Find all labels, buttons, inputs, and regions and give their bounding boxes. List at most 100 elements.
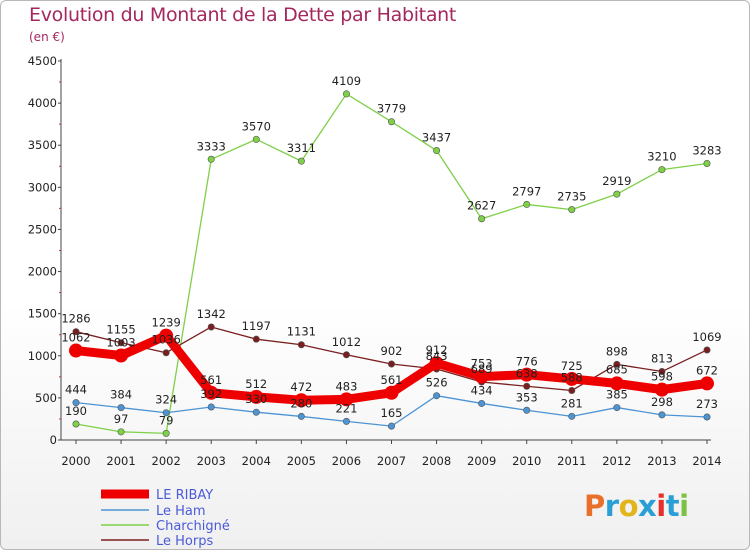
series-point [114,348,129,363]
x-tick-label: 2001 [106,454,135,468]
series-point [523,406,531,414]
series-point [613,360,621,368]
data-label: 280 [290,396,312,410]
x-tick-label: 2008 [422,454,451,468]
series-point [654,382,669,397]
series-point [700,376,714,391]
series-point [703,159,711,167]
series-point [252,135,260,143]
data-label: 165 [381,406,403,420]
series-point [342,351,350,359]
y-tick-label: 1000 [28,349,57,363]
series-point [117,404,125,412]
x-tick-label: 2009 [467,454,496,468]
data-label: 79 [159,413,174,427]
series-point [658,368,666,376]
legend-label: Charchigné [156,519,230,534]
y-tick-label: 4500 [28,54,57,68]
y-tick-label: 2500 [28,222,57,236]
series-point [613,404,621,412]
data-label: 672 [696,363,718,377]
series-point [252,335,260,343]
data-label: 3570 [242,119,271,133]
series-point [72,328,80,336]
data-label: 753 [471,357,493,371]
x-tick-label: 2003 [197,454,226,468]
series-point [523,200,531,208]
data-label: 2919 [602,174,631,188]
data-label: 813 [651,352,673,366]
data-label: 1239 [152,316,181,330]
series-point [519,367,534,382]
x-tick-label: 2000 [61,454,90,468]
x-tick-label: 2007 [377,454,406,468]
data-label: 638 [516,366,538,380]
data-label: 526 [426,376,448,390]
series-point [613,190,621,198]
data-label: 902 [381,344,403,358]
x-tick-label: 2012 [602,454,631,468]
series-point [297,341,305,349]
data-label: 392 [200,387,222,401]
data-label: 1036 [152,333,181,347]
series-point [252,408,260,416]
y-tick-label: 3500 [28,138,57,152]
series-point [162,349,170,357]
data-label: 353 [516,390,538,404]
data-label: 685 [606,362,628,376]
y-tick-label: 1500 [28,307,57,321]
data-label: 588 [561,370,583,384]
chart-title: Evolution du Montant de la Dette par Hab… [29,4,457,26]
logo-letter: r [604,489,619,523]
data-label: 689 [471,362,493,376]
x-tick-label: 2014 [692,454,721,468]
x-tick-label: 2011 [557,454,586,468]
series-point [387,422,395,430]
series-point [478,215,486,223]
data-label: 1062 [61,331,90,345]
series-point [204,385,219,400]
x-tick-label: 2010 [512,454,541,468]
data-label: 512 [245,377,267,391]
data-label: 2627 [467,199,496,213]
series-point [433,392,441,400]
data-label: 1003 [106,336,135,350]
series-point [609,376,624,391]
y-tick-label: 3000 [28,180,57,194]
data-label: 1012 [332,335,361,349]
data-label: 3437 [422,131,451,145]
series-point [478,399,486,407]
data-label: 725 [561,359,583,373]
data-label: 324 [155,393,177,407]
proxiti-logo: Proxiti [584,489,689,523]
series-point [433,147,441,155]
data-label: 1069 [692,330,721,344]
data-label: 776 [516,355,538,369]
series-point [249,389,264,404]
y-tick-label: 4000 [28,96,57,110]
data-label: 330 [245,392,267,406]
series-point [658,411,666,419]
data-label: 190 [65,404,87,418]
data-label: 3311 [287,141,316,155]
data-label: 1286 [61,312,90,326]
data-label: 3283 [692,143,721,157]
series-point [429,356,444,371]
logo-letter: o [618,489,639,523]
series-point [117,339,125,347]
series-point [568,412,576,420]
series-point [207,323,215,331]
legend-label: Le Ham [156,504,206,519]
series-point [72,399,80,407]
series-point [564,371,579,386]
data-label: 843 [426,349,448,363]
series-point [297,157,305,165]
x-tick-label: 2013 [647,454,676,468]
data-label: 561 [200,373,222,387]
series-point [72,420,80,428]
y-tick-label: 2000 [28,265,57,279]
data-label: 3333 [197,139,226,153]
x-tick-label: 2006 [332,454,361,468]
series-point [474,369,489,384]
